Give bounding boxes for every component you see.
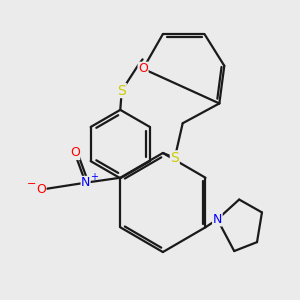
Text: S: S (117, 84, 126, 98)
Text: N: N (213, 213, 222, 226)
Text: +: + (91, 172, 98, 182)
Text: −: − (27, 179, 36, 189)
Text: O: O (36, 183, 46, 196)
Text: O: O (70, 146, 80, 160)
Text: S: S (170, 151, 179, 165)
Text: O: O (138, 62, 148, 75)
Text: N: N (81, 176, 90, 189)
